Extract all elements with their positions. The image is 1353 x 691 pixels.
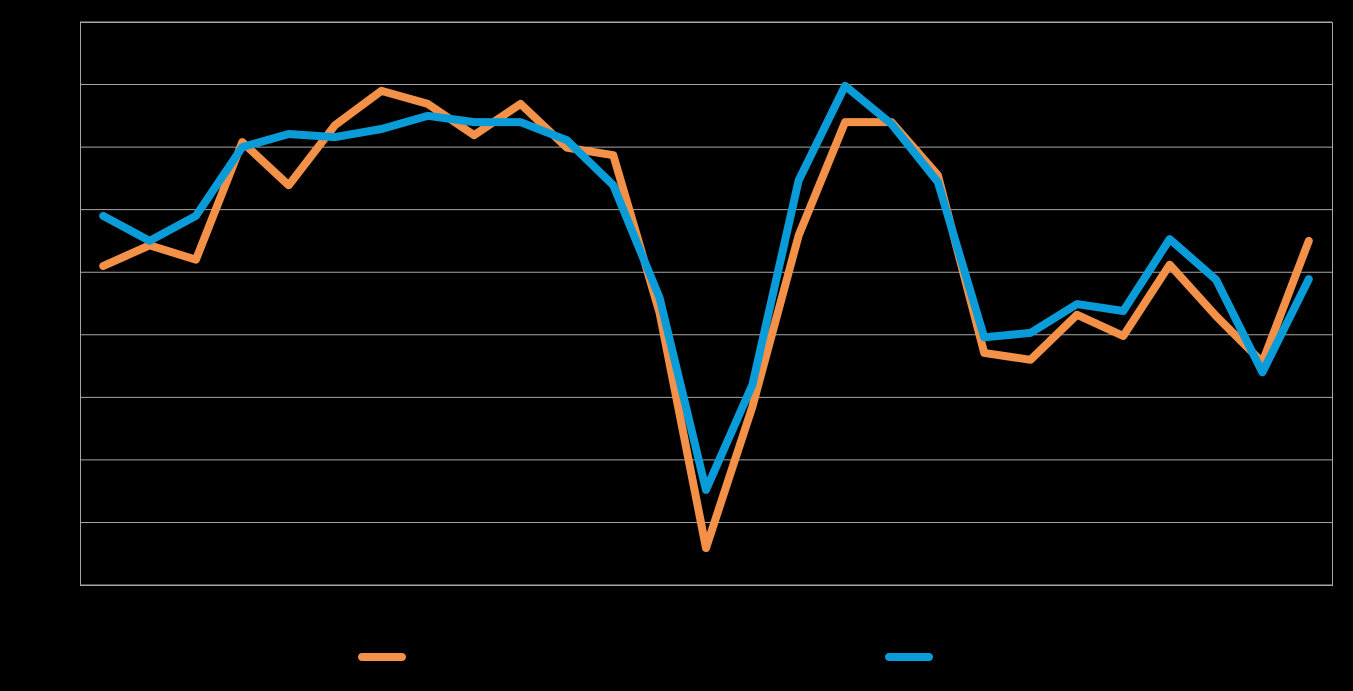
y-tick-label: 0 xyxy=(65,577,72,591)
y-tick-label: 3 xyxy=(65,390,72,404)
y-tick-label: 4 xyxy=(65,327,72,341)
y-tick-label: 8 xyxy=(65,77,72,91)
y-tick-label: 9 xyxy=(65,14,72,28)
y-tick-label: 5 xyxy=(65,264,72,278)
y-tick-label: 7 xyxy=(65,139,72,153)
y-tick-label: 2 xyxy=(65,452,72,466)
y-tick-label: 1 xyxy=(65,515,72,529)
line-series xyxy=(99,86,1313,553)
line-series xyxy=(99,81,1313,494)
y-tick-label: 6 xyxy=(65,202,72,216)
